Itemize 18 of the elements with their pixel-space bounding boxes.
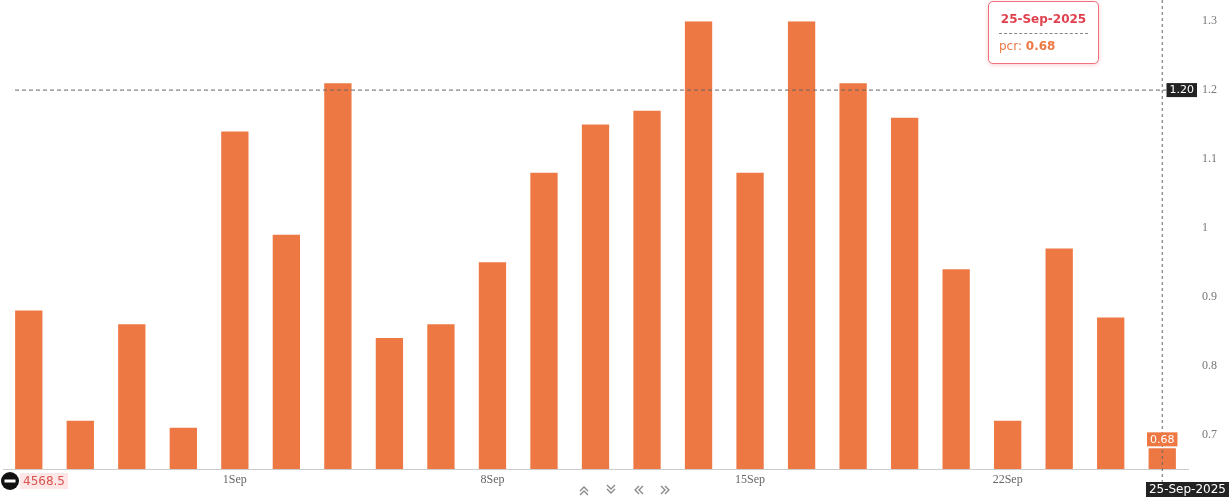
y-tick-label: 1.1 <box>1202 151 1217 166</box>
text: 4568.5 <box>20 473 68 489</box>
text: 0.68 <box>1025 39 1056 53</box>
ref-line-label: 1.20 <box>1169 83 1194 97</box>
y-tick-label: 0.9 <box>1202 288 1217 303</box>
data-label: 0.68 <box>1149 432 1175 446</box>
y-tick-label: 0.7 <box>1202 426 1217 441</box>
y-tick-label: 0.8 <box>1202 357 1217 372</box>
y-tick-label: 1.3 <box>1202 13 1217 28</box>
x-tick-label: 15Sep <box>735 472 766 487</box>
x-tick-label: 22Sep <box>992 472 1023 487</box>
annotation: 25-Sep-2025 <box>999 11 1088 27</box>
x-tick-label: 8Sep <box>480 472 505 487</box>
text: pcr: <box>999 39 1022 53</box>
x-tick-label: 1Sep <box>222 472 247 487</box>
text: 25-Sep-2025 <box>1145 482 1229 497</box>
y-tick-label: 1.2 <box>1202 82 1217 97</box>
y-tick-label: 1 <box>1202 220 1208 235</box>
